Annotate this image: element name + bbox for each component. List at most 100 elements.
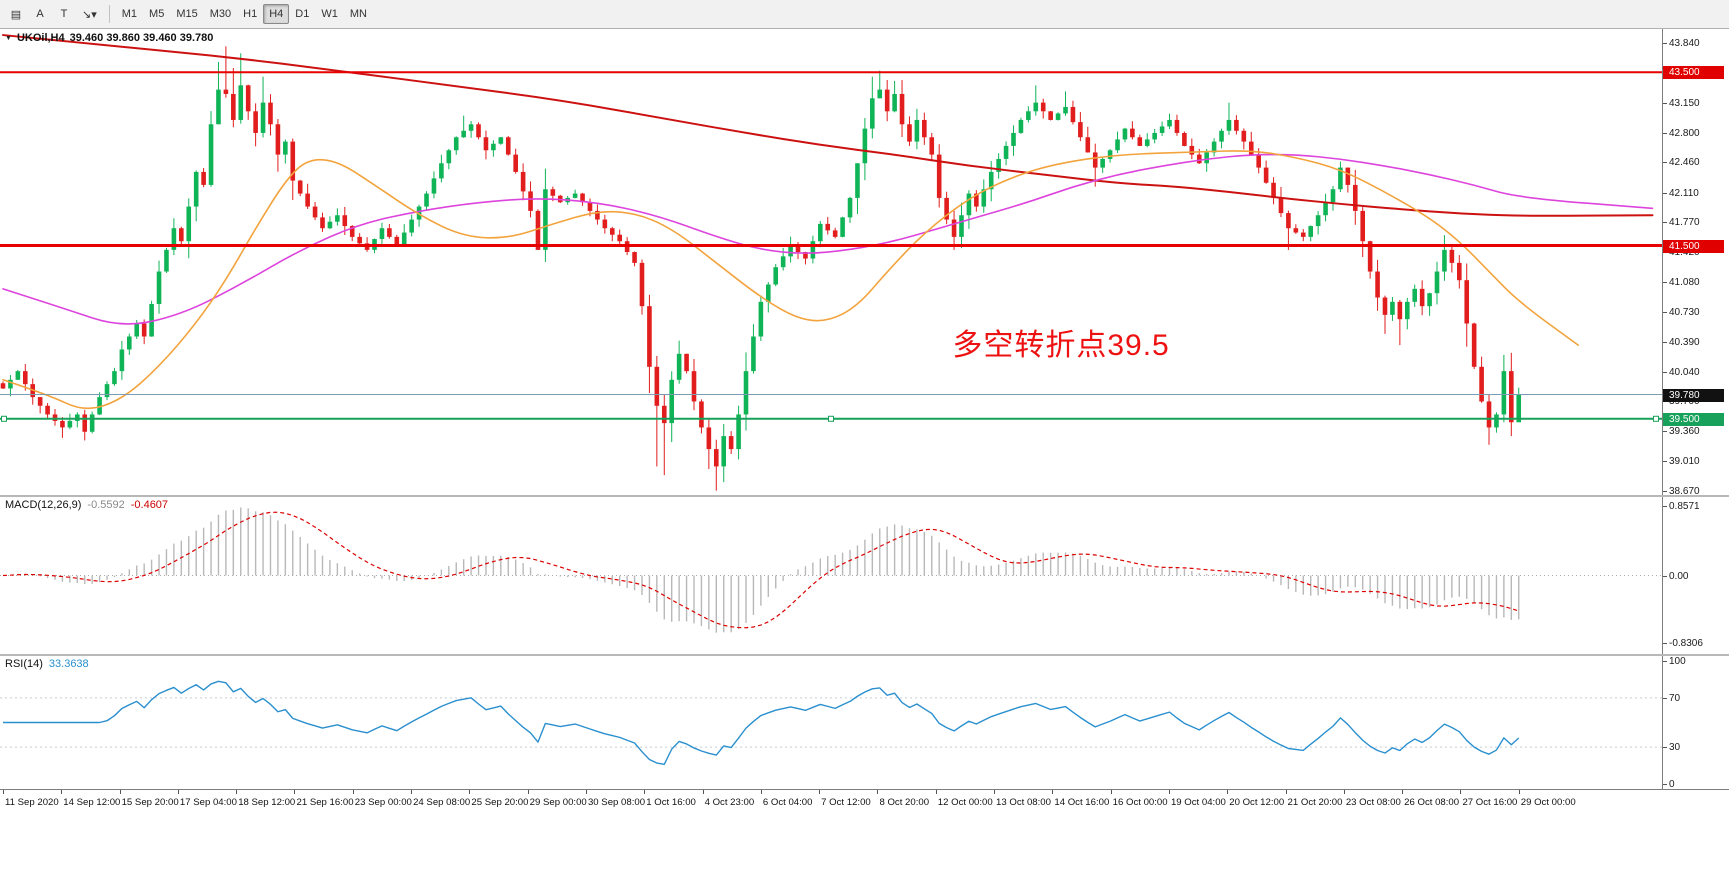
candles [0, 46, 1522, 491]
line-handle[interactable] [1653, 415, 1659, 422]
time-axis-label: 23 Oct 08:00 [1345, 797, 1401, 808]
axis-tick [1663, 372, 1667, 373]
axis-tick [1663, 341, 1667, 343]
time-axis-tick [1285, 790, 1287, 794]
axis-tick [1663, 312, 1667, 314]
price-axis-label: 42.800 [1669, 127, 1700, 139]
time-axis-label: 13 Oct 08:00 [996, 797, 1051, 808]
time-axis-label: 8 Oct 20:00 [879, 797, 930, 808]
time-axis-tick [585, 790, 587, 794]
axis-tick [1663, 102, 1667, 104]
timeframe-m5-button[interactable]: M5 [149, 8, 165, 20]
rsi-value: 33.3638 [48, 658, 89, 670]
time-axis-label: 16 Oct 00:00 [1112, 797, 1168, 808]
timeframe-w1-button[interactable]: W1 [321, 8, 338, 20]
cursor-tool-button[interactable]: A [36, 8, 44, 20]
rsi-panel: RSI(14) 33.3638 100 70 30 0 [0, 656, 1729, 789]
tool-button-group: ▤ A T ↘▾ [4, 4, 103, 24]
macd-canvas[interactable]: MACD(12,26,9) -0.5592 -0.4607 [0, 497, 1662, 654]
rsi-title: RSI(14) [5, 658, 43, 670]
time-axis-tick [1343, 790, 1345, 794]
time-axis-tick [177, 790, 179, 794]
time-axis-tick [294, 790, 296, 794]
macd-svg [0, 507, 1662, 633]
ohlc-quote: 39.460 39.860 39.460 39.780 [69, 32, 214, 44]
time-axis-label: 29 Oct 00:00 [1520, 797, 1576, 808]
time-axis-label: 6 Oct 04:00 [762, 797, 813, 808]
time-axis-tick [877, 790, 879, 794]
time-axis-label: 19 Oct 04:00 [1170, 797, 1226, 808]
timeframe-m30-button[interactable]: M30 [209, 8, 232, 20]
macd-axis-label: -0.8306 [1669, 637, 1703, 649]
rsi-axis-label: 0 [1669, 779, 1675, 789]
time-axis-label: 4 Oct 23:00 [704, 797, 755, 808]
ma-mid-magenta-line [2, 153, 1654, 325]
time-axis-tick [1227, 790, 1229, 794]
time-axis-tick [236, 790, 238, 794]
toolbar-separator [108, 5, 110, 23]
price-axis[interactable]: 43.840 43.150 42.800 42.460 42.110 41.770 41.4… [1662, 29, 1729, 495]
panel-divider-macd[interactable] [0, 495, 1729, 497]
time-axis-label: 21 Oct 20:00 [1287, 797, 1343, 808]
axis-tick [1663, 490, 1667, 492]
timeframe-h1-button[interactable]: H1 [243, 8, 258, 20]
rsi-line [3, 680, 1520, 766]
macd-axis-label: 0.8571 [1669, 501, 1700, 513]
axis-tick [1663, 192, 1667, 194]
line-handle[interactable] [1, 415, 7, 422]
symbol-dropdown-icon[interactable]: ▼ [5, 34, 12, 42]
axis-tick [1663, 132, 1667, 134]
timeframe-m1-button[interactable]: M1 [121, 8, 138, 20]
time-axis-tick [935, 790, 937, 794]
chart-list-icon[interactable]: ▤ [10, 8, 22, 21]
macd-value-signal: -0.4607 [130, 499, 169, 511]
rsi-axis[interactable]: 100 70 30 0 [1662, 656, 1729, 789]
line-handle[interactable] [828, 415, 834, 422]
time-axis[interactable]: 11 Sep 2020 14 Sep 12:00 15 Sep 20:00 17 Se… [0, 789, 1729, 813]
rsi-axis-label: 70 [1669, 692, 1681, 704]
time-axis-label: 14 Oct 16:00 [1054, 797, 1110, 808]
time-axis-tick [1402, 790, 1404, 794]
timeframe-m15-button[interactable]: M15 [176, 8, 198, 20]
price-axis-label: 39.010 [1669, 456, 1700, 468]
rsi-axis-label: 30 [1669, 742, 1681, 754]
time-axis-label: 1 Oct 16:00 [646, 797, 696, 808]
panel-divider-rsi[interactable] [0, 654, 1729, 656]
time-axis-tick [1168, 790, 1170, 794]
axis-tick [1663, 281, 1667, 283]
rsi-canvas[interactable]: RSI(14) 33.3638 [0, 656, 1662, 789]
price-chart-canvas[interactable]: ▼ UKOil,H4 39.460 39.860 39.460 39.780 多… [0, 29, 1662, 495]
time-axis-tick [3, 790, 4, 794]
support-tag-39500: 39.500 [1663, 412, 1724, 426]
price-axis-label: 39.360 [1669, 425, 1700, 437]
timeframe-h4-button[interactable]: H4 [263, 4, 290, 24]
time-axis-tick [61, 790, 63, 794]
current-price-tag: 39.780 [1663, 388, 1724, 402]
macd-label: MACD(12,26,9) -0.5592 -0.4607 [5, 499, 168, 511]
axis-tick [1663, 461, 1667, 463]
chart-toolbar: ▤ A T ↘▾ M1 M5 M15 M30 H1 H4 D1 W1 MN [0, 0, 1729, 29]
timeframe-mn-button[interactable]: MN [349, 8, 367, 20]
price-axis-label: 39.700 [1669, 396, 1700, 408]
symbol-label: UKOil,H4 [16, 32, 65, 44]
macd-histogram [9, 507, 1520, 633]
time-axis-label: 25 Sep 20:00 [471, 797, 529, 808]
axis-tick [1663, 42, 1667, 44]
axis-tick [1663, 252, 1667, 254]
text-tool-button[interactable]: T [60, 8, 68, 20]
price-axis-label: 43.150 [1669, 97, 1700, 109]
draw-tools-button[interactable]: ↘▾ [82, 8, 97, 21]
time-axis-label: 26 Oct 08:00 [1404, 797, 1460, 808]
macd-axis[interactable]: 0.8571 0.00 -0.8306 [1662, 497, 1729, 654]
rsi-label: RSI(14) 33.3638 [5, 658, 89, 670]
symbol-quote-line: ▼ UKOil,H4 39.460 39.860 39.460 39.780 [5, 32, 213, 44]
price-axis-label: 40.390 [1669, 336, 1700, 348]
time-axis-label: 11 Sep 2020 [5, 797, 59, 808]
time-axis-label: 24 Sep 08:00 [413, 797, 471, 808]
time-axis-tick [1052, 790, 1054, 794]
price-chart-svg [0, 34, 1662, 491]
axis-tick [1663, 222, 1667, 224]
timeframe-d1-button[interactable]: D1 [295, 8, 310, 20]
axis-tick [1663, 401, 1667, 403]
time-axis-tick [702, 790, 704, 794]
